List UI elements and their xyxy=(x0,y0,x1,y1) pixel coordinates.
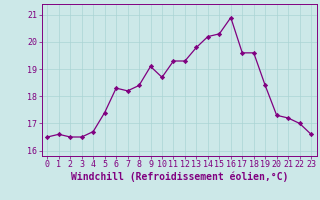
X-axis label: Windchill (Refroidissement éolien,°C): Windchill (Refroidissement éolien,°C) xyxy=(70,172,288,182)
